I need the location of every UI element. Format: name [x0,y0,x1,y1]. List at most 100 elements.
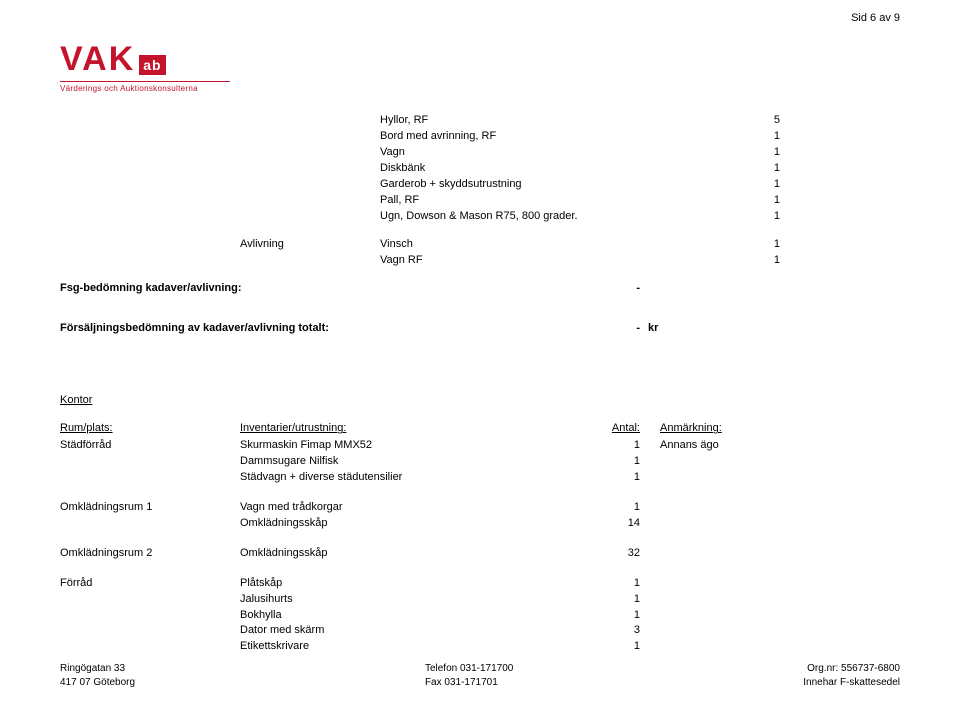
sales-label: Försäljningsbedömning av kadaver/avlivni… [60,322,600,334]
table-group: Omklädningsrum 2Omklädningsskåp32 [60,546,900,562]
page-footer: Ringögatan 33 417 07 Göteborg Telefon 03… [60,662,900,689]
row-qty: 1 [740,237,780,253]
cell-qty: 1 [600,438,640,454]
row-qty: 1 [740,145,780,161]
list-item: Bord med avrinning, RF1 [240,129,900,145]
logo: VAK ab Värderings och Auktionskonsultern… [60,40,900,93]
cell-note [640,576,780,592]
cell-room [60,592,240,608]
inventory-table: Rum/plats: Inventarier/utrustning: Antal… [60,420,900,655]
row-qty: 5 [740,113,780,129]
row-qty: 1 [740,193,780,209]
col-header-qty: Antal: [600,420,640,438]
row-label [240,145,380,161]
row-qty: 1 [740,129,780,145]
table-group: Omklädningsrum 1Vagn med trådkorgar1Omkl… [60,500,900,532]
cell-qty: 1 [600,500,640,516]
cell-note: Annans ägo [640,438,780,454]
col-header-item: Inventarier/utrustning: [240,420,600,438]
cell-qty: 32 [600,546,640,562]
cell-item: Skurmaskin Fimap MMX52 [240,438,600,454]
cell-note [640,500,780,516]
table-row: StädförrådSkurmaskin Fimap MMX521Annans … [60,438,900,454]
list-item: Vagn RF1 [240,253,900,269]
row-qty: 1 [740,161,780,177]
table-group: StädförrådSkurmaskin Fimap MMX521Annans … [60,438,900,486]
cell-item: Bokhylla [240,608,600,624]
row-qty: 1 [740,209,780,225]
cell-item: Jalusihurts [240,592,600,608]
col-header-room: Rum/plats: [60,420,240,438]
sales-qty: - [600,322,640,334]
cell-item: Dator med skärm [240,623,600,639]
section-title: Kontor [60,394,900,406]
cell-note [640,454,780,470]
row-label [240,161,380,177]
table-row: Städvagn + diverse städutensilier1 [60,470,900,486]
list-item: AvlivningVinsch1 [240,237,900,253]
cell-item: Omklädningsskåp [240,546,600,562]
table-row: Omklädningsrum 2Omklädningsskåp32 [60,546,900,562]
cell-room [60,608,240,624]
row-label [240,193,380,209]
cell-room: Omklädningsrum 2 [60,546,240,562]
fsg-label: Fsg-bedömning kadaver/avlivning: [60,282,600,294]
cell-note [640,516,780,532]
footer-mid-1: Telefon 031-171700 [425,662,513,676]
cell-room [60,639,240,655]
footer-mid-2: Fax 031-171701 [425,676,513,690]
table-group: FörrådPlåtskåp1Jalusihurts1Bokhylla1Dato… [60,576,900,656]
cell-item: Plåtskåp [240,576,600,592]
logo-vak: VAK [60,40,135,79]
cell-qty: 1 [600,454,640,470]
list-item: Vagn1 [240,145,900,161]
table-row: Bokhylla1 [60,608,900,624]
table-row: Omklädningsrum 1Vagn med trådkorgar1 [60,500,900,516]
list-item: Pall, RF1 [240,193,900,209]
cell-note [640,623,780,639]
footer-right-2: Innehar F-skattesedel [803,676,900,690]
col-header-note: Anmärkning: [640,420,780,438]
cell-room: Omklädningsrum 1 [60,500,240,516]
cell-note [640,639,780,655]
cell-room [60,470,240,486]
table-row: FörrådPlåtskåp1 [60,576,900,592]
cell-qty: 1 [600,576,640,592]
logo-tagline: Värderings och Auktionskonsulterna [60,84,900,93]
table-row: Jalusihurts1 [60,592,900,608]
page-number: Sid 6 av 9 [851,12,900,24]
row-qty: 1 [740,253,780,269]
cell-qty: 1 [600,470,640,486]
sales-unit: kr [640,322,688,334]
row-desc: Vagn [380,145,740,161]
row-qty: 1 [740,177,780,193]
list-item: Ugn, Dowson & Mason R75, 800 grader.1 [240,209,900,225]
cell-qty: 3 [600,623,640,639]
row-desc: Ugn, Dowson & Mason R75, 800 grader. [380,209,740,225]
row-desc: Garderob + skyddsutrustning [380,177,740,193]
row-label [240,129,380,145]
row-label: Avlivning [240,237,380,253]
row-desc: Diskbänk [380,161,740,177]
cell-item: Omklädningsskåp [240,516,600,532]
table-row: Dammsugare Nilfisk1 [60,454,900,470]
table-row: Dator med skärm3 [60,623,900,639]
row-desc: Vagn RF [380,253,740,269]
cell-room: Förråd [60,576,240,592]
table-row: Omklädningsskåp14 [60,516,900,532]
cell-room [60,516,240,532]
cell-note [640,608,780,624]
cell-note [640,470,780,486]
cell-qty: 1 [600,592,640,608]
cell-item: Vagn med trådkorgar [240,500,600,516]
list-item: Hyllor, RF5 [240,113,900,129]
row-label [240,177,380,193]
row-desc: Bord med avrinning, RF [380,129,740,145]
cell-qty: 1 [600,639,640,655]
list-item: Diskbänk1 [240,161,900,177]
cell-room [60,454,240,470]
cell-qty: 14 [600,516,640,532]
cell-note [640,546,780,562]
list-item: Garderob + skyddsutrustning1 [240,177,900,193]
row-label [240,209,380,225]
